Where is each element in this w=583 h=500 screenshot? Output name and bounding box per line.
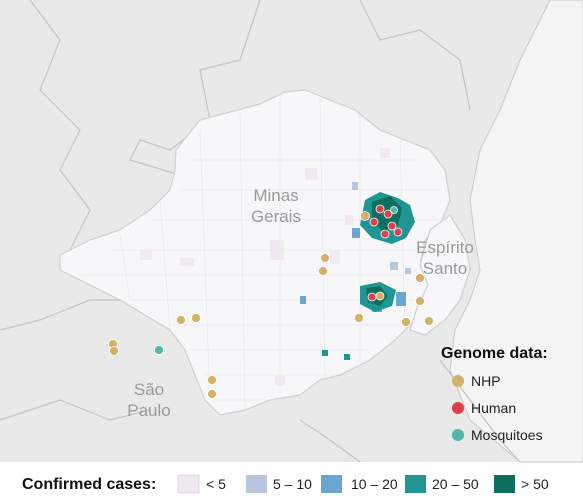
- label-sao-paulo-2: Paulo: [127, 401, 170, 420]
- nhp-point: [318, 266, 328, 276]
- espirito-santo-state: [409, 214, 471, 336]
- nhp-legend-label: NHP: [471, 373, 501, 389]
- human-point: [367, 292, 377, 302]
- label-espirito-santo-1: Espírito: [416, 238, 474, 257]
- nhp-point: [424, 316, 434, 326]
- label-sao-paulo-1: São: [134, 380, 164, 399]
- state-borders: [0, 0, 521, 463]
- label-minas-gerais-1: Minas: [253, 186, 298, 205]
- human-point: [387, 221, 397, 231]
- nhp-point: [354, 313, 364, 323]
- label-minas-gerais-2: Gerais: [251, 207, 301, 226]
- nhp-point: [375, 291, 385, 301]
- ocean-area: [449, 0, 583, 463]
- cases-10-20-label: 10 – 20: [351, 476, 398, 492]
- cases-gt50-label: > 50: [521, 476, 549, 492]
- human-point: [369, 217, 379, 227]
- nhp-genome-points: [108, 211, 434, 399]
- cases-10-20-swatch: [321, 475, 342, 493]
- cases-lt5-label: < 5: [206, 476, 226, 492]
- mosquitoes-legend-circle-icon: [452, 429, 464, 441]
- cases-lt5-patches: [140, 148, 390, 385]
- nhp-point: [401, 317, 411, 327]
- cases-20-50-label: 20 – 50: [432, 476, 479, 492]
- nhp-point: [207, 375, 217, 385]
- cases-lt5-swatch: [177, 474, 200, 494]
- nhp-point: [207, 389, 217, 399]
- nhp-point: [415, 273, 425, 283]
- human-point: [380, 229, 390, 239]
- cases-5-10-patches: [352, 182, 411, 274]
- human-point: [383, 209, 393, 219]
- nhp-point: [320, 253, 330, 263]
- minas-gerais-state: [59, 89, 451, 416]
- human-point: [393, 227, 403, 237]
- nhp-point: [176, 315, 186, 325]
- nhp-point: [191, 313, 201, 323]
- cases-legend: Confirmed cases: < 5 5 – 10 10 – 20 20 –…: [22, 474, 549, 494]
- cases-5-10-swatch: [246, 475, 267, 493]
- human-legend-circle-icon: [452, 402, 464, 414]
- cases-legend-title: Confirmed cases:: [22, 476, 156, 493]
- mosquito-point: [154, 345, 164, 355]
- mosquito-point: [390, 206, 398, 214]
- cases-20-50-swatch: [405, 475, 426, 493]
- nhp-point: [109, 346, 119, 356]
- human-genome-points: [367, 204, 403, 302]
- mosquitoes-legend-label: Mosquitoes: [471, 427, 543, 443]
- genome-legend-title: Genome data:: [441, 345, 548, 362]
- cases-5-10-label: 5 – 10: [273, 476, 312, 492]
- mosquito-genome-points: [154, 206, 398, 355]
- nhp-legend-circle-icon: [452, 375, 464, 387]
- human-point: [375, 204, 385, 214]
- human-legend-label: Human: [471, 400, 516, 416]
- nhp-point: [415, 296, 425, 306]
- genome-legend: Genome data: NHP Human Mosquitoes: [441, 345, 548, 443]
- label-espirito-santo-2: Santo: [423, 259, 467, 278]
- nhp-point: [360, 211, 370, 221]
- cases-gt50-swatch: [494, 475, 515, 493]
